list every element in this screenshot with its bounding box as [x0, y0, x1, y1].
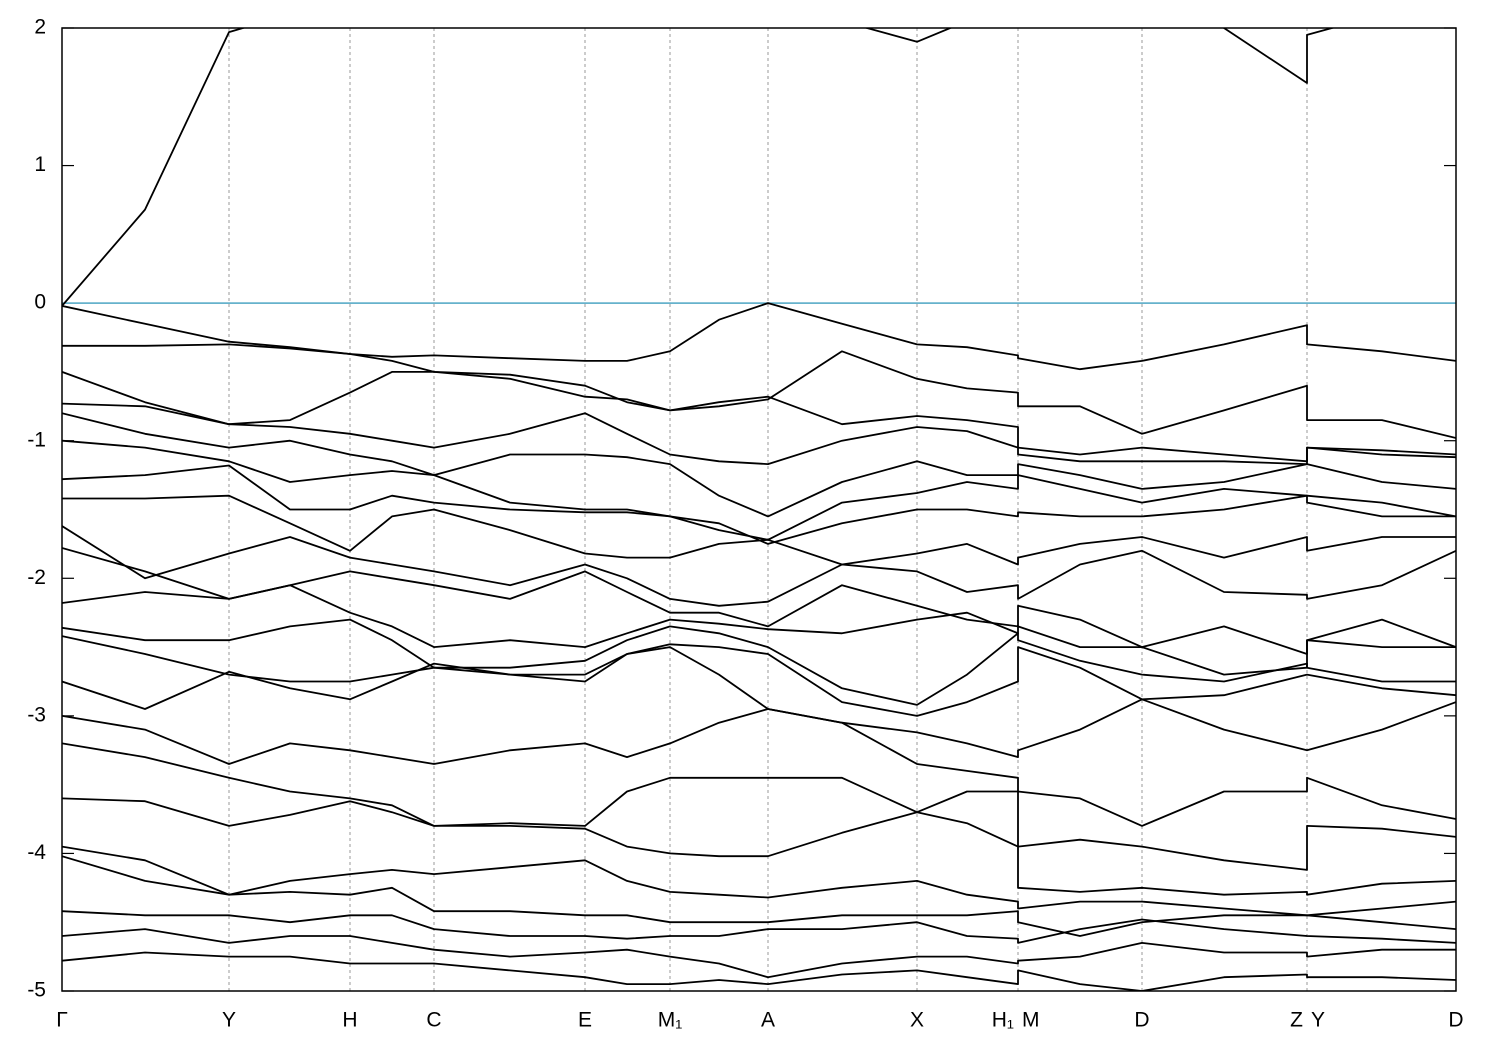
band-line	[62, 343, 1456, 439]
band-line	[62, 618, 1456, 706]
y-tick-label: 2	[34, 16, 46, 39]
band-line	[62, 708, 1456, 827]
y-tick-label: -4	[27, 841, 46, 864]
band-line	[62, 635, 1456, 717]
y-tick-label: -5	[27, 979, 46, 1002]
band-line	[62, 371, 1456, 463]
plot-frame	[61, 27, 1457, 992]
x-tick-label: D	[1448, 1009, 1463, 1032]
band-line	[62, 910, 1456, 944]
x-tick-label: Y	[1311, 1009, 1325, 1032]
band-line	[62, 742, 1456, 871]
band-line	[62, 525, 1456, 607]
band-line	[62, 646, 1456, 758]
band-line	[62, 797, 1456, 896]
band-line	[62, 402, 1456, 465]
x-tick-label: H₁	[992, 1009, 1014, 1032]
y-tick-label: 0	[34, 291, 46, 314]
band-line	[62, 951, 1456, 991]
x-tick-label: Z	[1290, 1009, 1303, 1032]
band-line	[62, 845, 1456, 917]
band-line	[62, 584, 1456, 676]
y-tick-label: -1	[27, 428, 46, 451]
y-tick-label: -2	[27, 566, 46, 589]
bands	[62, 28, 1456, 991]
band-line	[62, 412, 1456, 518]
band-line	[62, 464, 1456, 545]
y-tick-label: 1	[34, 153, 46, 176]
x-tick-label: Γ	[56, 1009, 68, 1032]
band-line	[62, 928, 1456, 979]
band-line	[62, 439, 1456, 541]
x-tick-label: E	[578, 1009, 592, 1032]
band-line	[62, 547, 1456, 655]
band-line	[62, 28, 1336, 307]
x-tick-label: H	[342, 1009, 357, 1032]
band-line	[62, 494, 1456, 566]
x-tick-label: D	[1134, 1009, 1149, 1032]
x-tick-label: A	[761, 1009, 775, 1032]
y-tick-label: -3	[27, 703, 46, 726]
x-tick-label: M	[1022, 1009, 1040, 1032]
x-tick-label: X	[910, 1009, 924, 1032]
x-tick-label: C	[426, 1009, 441, 1032]
x-tick-label: M₁	[658, 1009, 683, 1032]
x-tick-label: Y	[222, 1009, 236, 1032]
